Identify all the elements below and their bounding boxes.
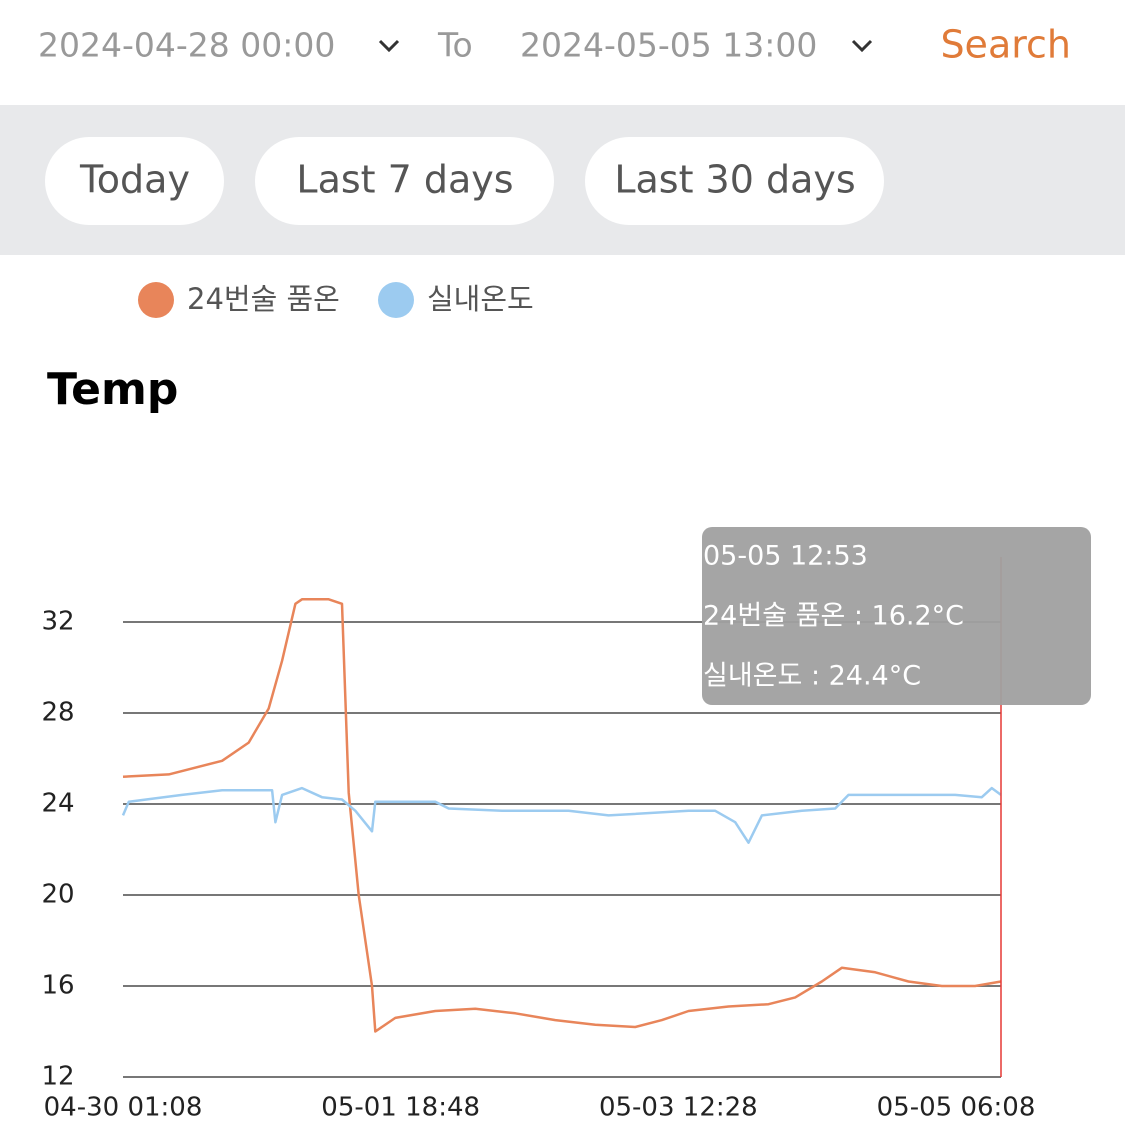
x-tick-label: 05-05 06:08	[877, 1093, 1036, 1123]
y-tick-label: 32	[41, 607, 74, 637]
preset-button[interactable]	[255, 137, 554, 225]
legend-swatch	[138, 282, 174, 318]
y-tick-label: 12	[41, 1062, 74, 1092]
y-tick-label: 16	[41, 971, 74, 1001]
preset-label[interactable]: Today	[79, 158, 190, 202]
to-label: To	[437, 26, 473, 65]
top-bar	[0, 0, 1125, 105]
y-tick-label: 24	[41, 789, 74, 819]
y-tick-label: 20	[41, 880, 74, 910]
to-date[interactable]: 2024-05-05 13:00	[520, 26, 817, 65]
chart-title: Temp	[47, 364, 178, 415]
preset-button[interactable]	[45, 137, 224, 225]
legend-swatch	[378, 282, 414, 318]
tooltip-time: 05-05 12:53	[703, 541, 868, 572]
search-button[interactable]: Search	[940, 23, 1071, 67]
chevron[interactable]	[378, 39, 400, 53]
preset-label[interactable]: Last 30 days	[614, 158, 855, 202]
y-tick-label: 28	[41, 698, 74, 728]
x-tick-label: 04-30 01:08	[44, 1093, 203, 1123]
tooltip-line: 24번술 품온 : 16.2°C	[703, 601, 964, 632]
legend-label: 실내온도	[427, 282, 534, 316]
legend-label: 24번술 품온	[187, 282, 340, 316]
preset-button[interactable]	[585, 137, 884, 225]
series-line	[122, 598, 1002, 1033]
x-tick-label: 05-01 18:48	[321, 1093, 480, 1123]
tooltip-line: 실내온도 : 24.4°C	[703, 661, 921, 692]
series-line	[121, 786, 1002, 844]
x-tick-label: 05-03 12:28	[599, 1093, 758, 1123]
preset-label[interactable]: Last 7 days	[296, 158, 513, 202]
from-date[interactable]: 2024-04-28 00:00	[38, 26, 335, 65]
tooltip-box	[702, 527, 1091, 705]
chevron[interactable]	[851, 39, 873, 53]
